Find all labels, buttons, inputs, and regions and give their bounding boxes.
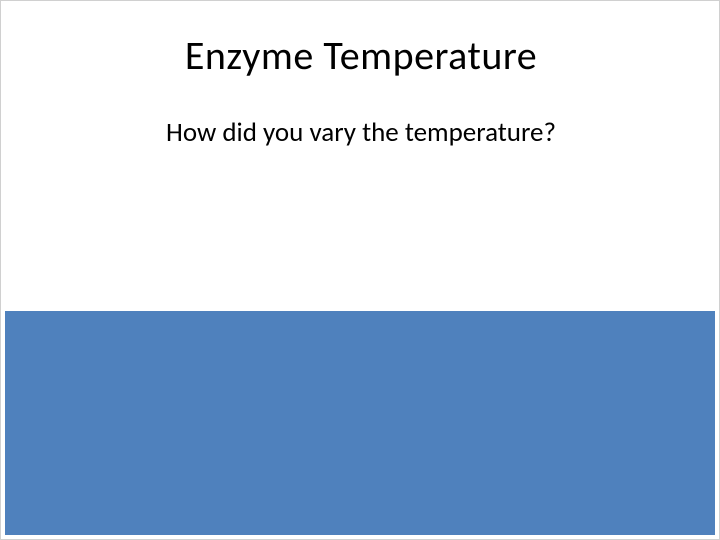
slide-title: Enzyme Temperature	[1, 31, 720, 80]
slide-question: How did you vary the temperature?	[1, 116, 720, 149]
content-block	[5, 311, 715, 535]
slide-container: Enzyme Temperature How did you vary the …	[0, 0, 720, 540]
